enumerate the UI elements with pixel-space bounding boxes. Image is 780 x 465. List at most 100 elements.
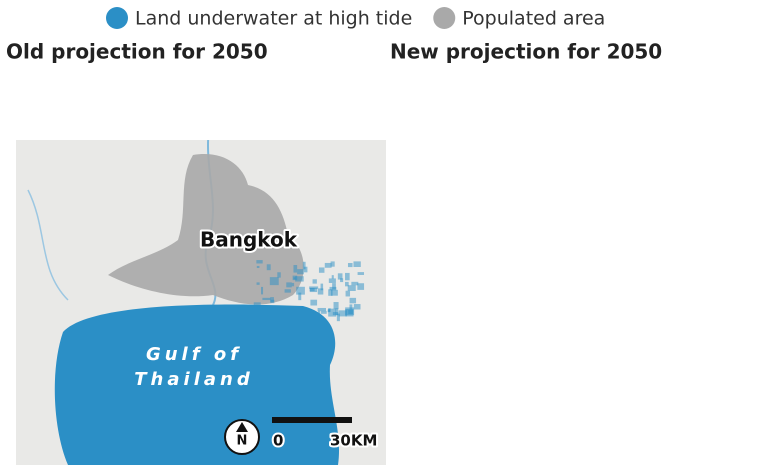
flood-patch	[336, 313, 340, 322]
flood-patch	[615, 311, 623, 320]
flood-patch	[393, 134, 399, 136]
legend-label: Land underwater at high tide	[135, 8, 412, 30]
flood-patch	[318, 267, 325, 273]
flood-patch	[603, 205, 610, 210]
flood-patch	[332, 283, 336, 290]
flood-patch	[758, 282, 762, 285]
flood-patch	[725, 270, 736, 274]
flood-patch	[436, 260, 445, 263]
flood-patch	[659, 259, 661, 263]
flood-patch	[703, 127, 713, 133]
flood-patch	[559, 265, 566, 271]
flood-patch	[663, 174, 669, 178]
flood-patch	[427, 265, 433, 271]
flood-patch	[328, 278, 336, 283]
flood-patch	[337, 273, 343, 280]
flood-patch	[671, 242, 675, 248]
flood-patch	[672, 188, 682, 190]
flood-patch	[499, 273, 503, 283]
flood-patch	[761, 242, 768, 250]
flood-patch	[514, 256, 521, 263]
flood-patch	[547, 300, 552, 306]
flood-patch	[611, 268, 621, 271]
sea-label: Gulf of	[518, 344, 614, 365]
flood-patch	[659, 174, 667, 179]
flood-patch	[405, 145, 414, 153]
flood-patch	[424, 126, 426, 133]
flood-patch	[291, 282, 295, 287]
flood-patch	[682, 133, 687, 141]
flood-patch	[571, 356, 577, 362]
flood-patch	[418, 265, 424, 268]
flood-patch	[295, 276, 304, 282]
flood-patch	[659, 333, 663, 337]
flood-patch	[663, 291, 670, 294]
flood-patch	[715, 187, 726, 193]
flood-patch	[488, 323, 497, 328]
flood-patch	[702, 145, 705, 153]
flood-patch	[452, 114, 458, 119]
flood-patch	[425, 128, 434, 135]
flood-patch	[581, 201, 584, 207]
flood-patch	[515, 175, 518, 180]
flood-patch	[320, 283, 324, 291]
flood-patch	[726, 142, 736, 149]
flood-patch	[629, 243, 639, 250]
flood-patch	[331, 289, 338, 296]
flood-patch	[726, 311, 730, 317]
flood-patch	[498, 276, 504, 278]
populated-area	[492, 154, 688, 304]
flood-patch	[432, 180, 442, 189]
flood-patch	[591, 254, 599, 260]
flood-patch	[333, 302, 339, 310]
panel-title: Old projection for 2050	[6, 40, 268, 64]
flood-patch	[403, 319, 406, 323]
flood-patch	[765, 176, 776, 178]
flood-patch	[447, 184, 453, 188]
flood-patch	[357, 272, 365, 275]
flood-patch	[676, 234, 684, 242]
flood-patch	[357, 283, 365, 290]
flood-patch	[293, 277, 296, 280]
flood-patch	[472, 162, 481, 165]
flood-patch	[685, 180, 693, 188]
flood-patch	[655, 112, 663, 122]
flood-patch	[745, 308, 753, 316]
city-label: Bangkok	[587, 228, 685, 252]
flood-patch	[269, 277, 279, 286]
flood-patch	[277, 272, 281, 278]
map: THAILAND Bangkok Gulf of Thailand	[392, 70, 780, 465]
flood-patch	[728, 276, 734, 285]
flood-patch	[454, 189, 462, 194]
populated-area	[108, 154, 304, 305]
flood-patch	[298, 292, 302, 301]
flood-patch	[312, 279, 317, 284]
flood-patch	[689, 246, 698, 255]
flood-patch	[349, 297, 357, 304]
flood-patch	[736, 274, 744, 283]
flood-patch	[293, 265, 298, 273]
flood-patch	[256, 260, 263, 264]
flood-patch	[685, 246, 687, 252]
flood-patch	[545, 149, 552, 153]
flood-patch	[256, 265, 260, 269]
flood-patch	[564, 172, 567, 177]
flood-patch	[612, 142, 616, 145]
flood-patch	[430, 318, 434, 322]
flood-patch	[543, 151, 545, 155]
flood-patch	[689, 350, 697, 357]
flood-area	[422, 126, 756, 321]
river	[27, 189, 69, 301]
flood-patch	[734, 245, 737, 250]
flood-patch	[763, 273, 772, 282]
scale-bar	[272, 417, 352, 423]
scale-start: 0	[273, 432, 283, 450]
flood-patch	[710, 210, 720, 218]
flood-patch	[347, 285, 356, 291]
flood-patch	[559, 262, 569, 272]
flood-patch	[662, 201, 670, 211]
flood-patch	[286, 282, 292, 288]
flood-patch	[757, 292, 764, 299]
flood-patch	[440, 114, 442, 123]
flood-patch	[578, 215, 587, 223]
